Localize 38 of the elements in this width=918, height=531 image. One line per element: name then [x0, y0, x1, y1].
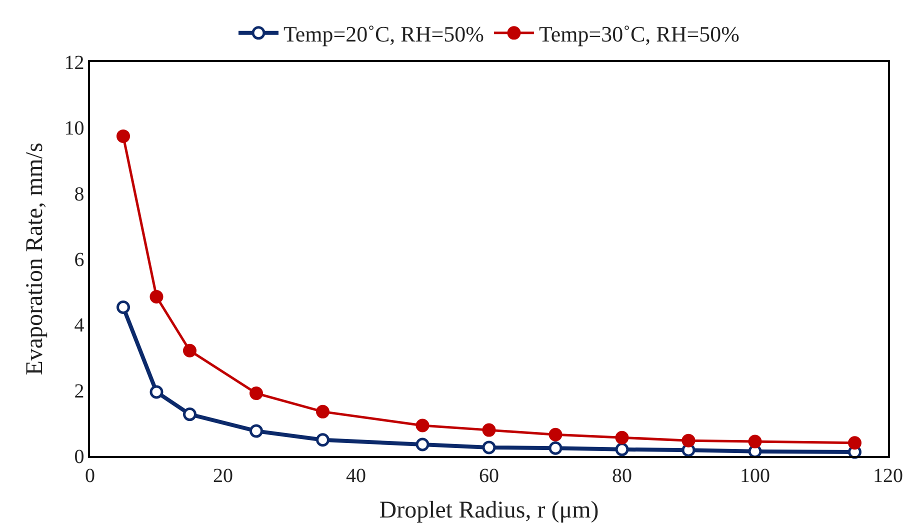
x-tick-label: 80: [612, 464, 632, 487]
x-tick-label: 40: [346, 464, 366, 487]
point: [416, 438, 430, 452]
x-tick-label: 60: [479, 464, 499, 487]
y-tick-label: 6: [74, 249, 84, 271]
point: [682, 434, 696, 448]
point: [548, 441, 562, 455]
point: [615, 430, 629, 444]
point: [250, 424, 263, 438]
point: [183, 344, 196, 358]
point: [250, 386, 263, 400]
legend-label: Temp=20˚C, RH=50%: [284, 22, 484, 46]
y-tick-label: 10: [64, 118, 84, 140]
y-tick-label: 12: [64, 52, 84, 74]
point: [482, 423, 496, 437]
point: [848, 436, 862, 450]
x-tick-label: 20: [213, 464, 233, 487]
point: [482, 440, 496, 454]
point: [416, 418, 430, 432]
y-tick-label: 2: [74, 380, 84, 402]
point: [116, 129, 130, 143]
point: [615, 442, 629, 456]
x-axis-title: Droplet Radius, r (μm): [379, 498, 599, 524]
point: [548, 428, 562, 442]
point: [116, 300, 130, 314]
legend-label: Temp=30˚C, RH=50%: [538, 22, 740, 46]
y-tick-label: 0: [74, 446, 84, 468]
x-tick-label: 100: [740, 464, 770, 487]
point: [748, 434, 762, 448]
point: [316, 433, 330, 447]
point: [150, 290, 164, 304]
y-axis-title: Evaporation Rate, mm/s: [22, 142, 48, 376]
point: [183, 408, 196, 422]
y-tick-label: 8: [74, 183, 84, 206]
y-tick-label: 4: [74, 314, 84, 337]
point: [150, 385, 164, 399]
x-tick-label: 120: [873, 464, 903, 487]
point: [316, 404, 330, 418]
